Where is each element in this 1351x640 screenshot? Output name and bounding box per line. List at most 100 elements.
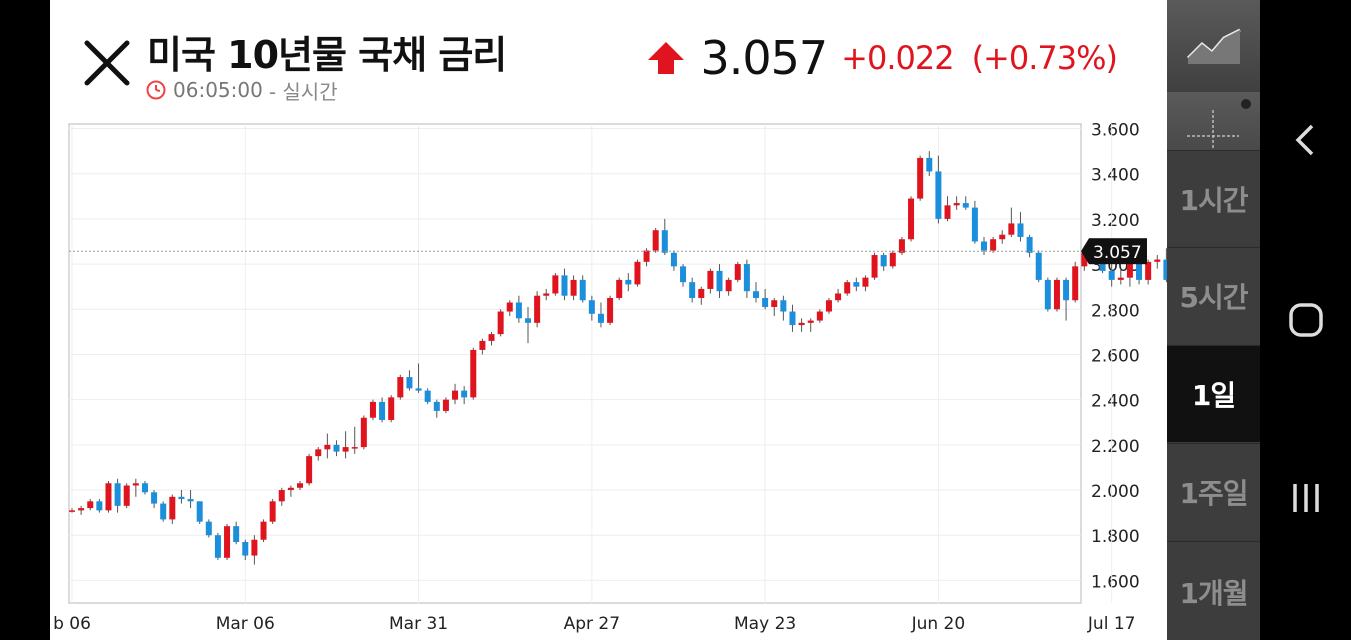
candle-body [652,230,659,251]
candle-body [205,521,212,536]
page-title: 미국 10년물 국채 금리 [147,33,507,77]
candle-body [160,503,167,520]
system-nav-bar [1260,0,1351,640]
candle-body [762,297,769,308]
candle-body [1126,257,1133,278]
close-icon[interactable] [82,38,132,88]
candle-body [333,444,340,452]
candle-body [634,261,641,285]
candle-body [442,399,449,411]
y-tick-label: 2.600 [1091,346,1140,366]
candle-body [324,444,331,450]
tab-1-week[interactable]: 1주일 [1167,443,1260,540]
candle-body [233,526,240,542]
candle-body [132,483,139,486]
candle-body [981,241,987,251]
candle-body [597,313,604,323]
back-button[interactable] [1280,114,1332,166]
candle-body [1035,252,1042,280]
candle-body [917,157,924,199]
y-tick-label: 3.200 [1091,211,1140,231]
candle-body [743,264,750,292]
candle-body [461,390,468,398]
chart-type-button[interactable] [1167,0,1260,93]
candle-body [452,390,459,400]
candle-body [1053,279,1060,310]
tab-1-month[interactable]: 1개월 [1167,541,1260,640]
candle-body [224,526,231,558]
candle-body [999,234,1006,240]
last-price-label-bg [1089,238,1147,265]
candle-body [1145,261,1152,280]
x-tick-label: May 23 [734,614,796,634]
chart-toolbar: 1시간 5시간 1일 1주일 1개월 [1167,0,1260,640]
tab-5-hours[interactable]: 5시간 [1167,247,1260,344]
tab-1-day[interactable]: 1일 [1167,345,1260,442]
line-chart-icon [1186,28,1241,64]
candle-body [297,483,303,488]
candle-body [388,397,395,420]
candle-body [315,449,322,457]
candle-body [807,320,814,323]
candle-body [990,239,997,251]
price-change-percent: (+0.73%) [971,39,1118,77]
y-tick-label: 3.600 [1091,121,1140,141]
candle-body [716,270,723,292]
candle-body [908,198,915,240]
plot-area [68,123,1082,604]
price-summary: 3.057 +0.022 (+0.73%) [646,28,1118,88]
candle-body [953,203,960,206]
candle-body [69,510,75,512]
candle-body [534,295,541,323]
y-tick-label: 2.000 [1091,482,1140,502]
candle-body [251,539,258,556]
candle-body [844,282,851,294]
candle-body [260,521,267,540]
candle-body [369,401,376,418]
recent-apps-button[interactable] [1280,472,1332,524]
candle-body [579,279,586,301]
last-price-pointer [1081,238,1089,265]
candle-body [433,401,440,411]
candle-body [1008,223,1015,235]
candle-body [853,282,860,287]
home-button[interactable] [1280,294,1332,346]
candle-body [862,277,869,287]
candle-body [278,490,285,502]
candle-body [616,279,623,298]
candle-body [214,535,221,558]
candle-body [643,250,650,262]
candle-body [771,300,778,308]
candle-body [415,388,422,391]
candle-body [105,483,112,511]
candle-body [96,501,103,511]
candle-body [151,492,158,504]
tab-1-hour[interactable]: 1시간 [1167,150,1260,246]
candle-body [698,288,705,298]
candle-body [1063,279,1070,301]
candle-body [680,266,687,283]
candle-body [661,230,668,253]
x-tick-label: Jul 17 [1087,614,1136,634]
candle-body [798,322,805,326]
candle-body [570,279,577,296]
candle-body [360,417,367,448]
candle-body [898,239,905,253]
candle-body [707,270,714,289]
candle-body [169,496,176,520]
candle-body [1117,277,1124,280]
candle-body [926,157,933,172]
candle-body [1108,270,1115,280]
candle-body [306,456,313,484]
y-tick-label: 1.800 [1091,527,1140,547]
candle-body [880,255,887,267]
candle-body [753,291,759,298]
candle-body [871,255,878,278]
candle-body [561,275,568,296]
candle-body [689,282,696,298]
candle-body [141,483,148,493]
candle-body [397,377,404,398]
candle-body [816,311,823,321]
candlestick-chart[interactable]: 3.6003.4003.2003.0002.8002.6002.4002.200… [50,0,1167,640]
last-price-label: 3.057 [1093,243,1142,263]
